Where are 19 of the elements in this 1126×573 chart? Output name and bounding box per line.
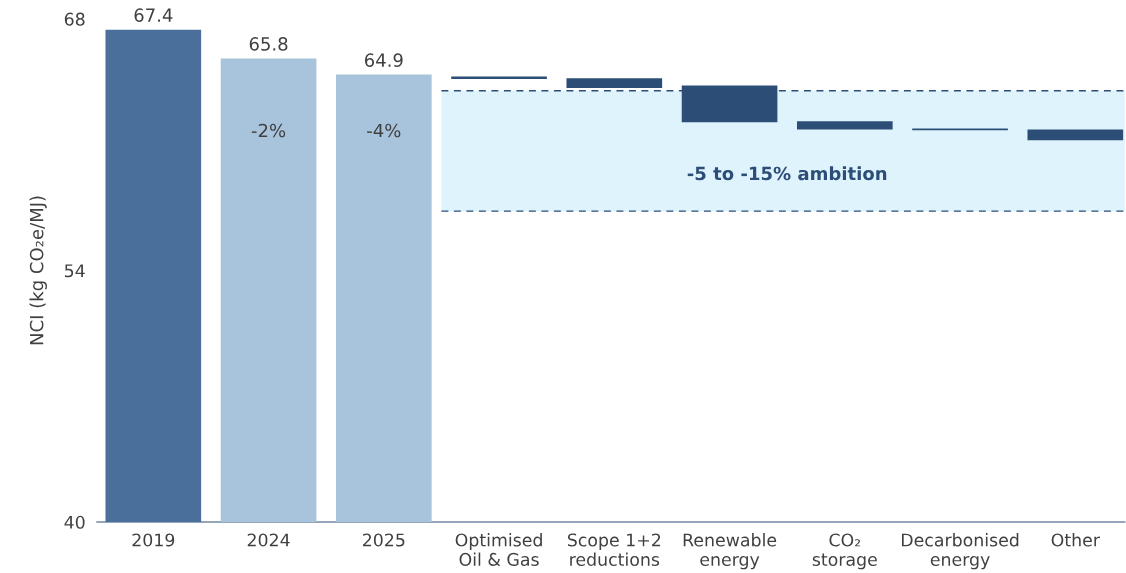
x-tick-label: Optimised Oil & Gas <box>455 533 542 566</box>
y-axis-title: NCI (kg CO₂e/MJ) <box>29 196 47 345</box>
data-label: 67.4 <box>134 8 173 23</box>
x-tick-label: Decarbonised energy <box>901 533 1019 570</box>
x-tick-label: CO₂ storage <box>812 533 877 570</box>
annotation: -2% <box>251 123 286 138</box>
y-tick-label: 40 <box>64 515 85 529</box>
y-tick-label: 54 <box>64 264 85 278</box>
y-tick-label: 68 <box>64 12 85 26</box>
data-label: 65.8 <box>249 37 288 51</box>
x-tick-label: 2019 <box>132 533 175 547</box>
annotation: -4% <box>367 123 401 138</box>
data-label: 64.9 <box>364 53 403 67</box>
x-tick-label: 2025 <box>362 533 405 547</box>
x-tick-label: Renewable energy <box>683 533 777 570</box>
x-tick-label: Scope 1+2 reductions <box>567 533 661 566</box>
x-tick-label: 2024 <box>247 533 290 547</box>
x-tick-label: Other <box>1051 533 1100 547</box>
band-label: -5 to -15% ambition <box>687 166 887 181</box>
